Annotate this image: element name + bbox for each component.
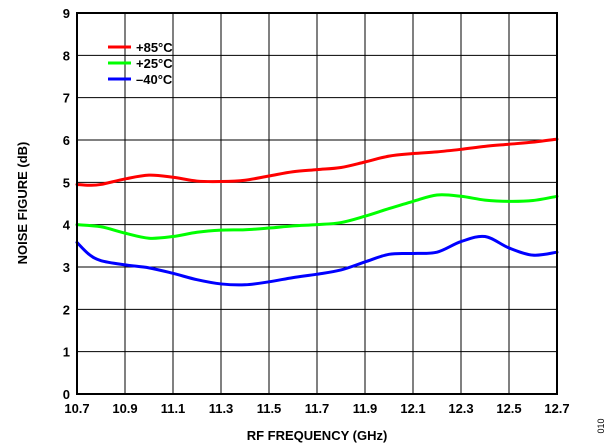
figure-id: 010 xyxy=(596,418,606,433)
series-line-plus85 xyxy=(75,137,559,187)
x-tick-label: 10.7 xyxy=(64,401,89,416)
x-tick-label: 11.5 xyxy=(257,401,282,416)
legend-label-minus40: –40°C xyxy=(136,72,173,87)
series-line-plus25 xyxy=(75,193,559,240)
x-axis-tick-labels: 10.7 10.9 11.1 11.3 11.5 11.7 11.9 12.1 12.3 12.5… xyxy=(64,401,569,416)
series-lines xyxy=(75,137,559,287)
y-axis-tick-labels: 0 1 2 3 4 5 6 7 8 9 xyxy=(63,6,71,402)
x-tick-label: 12.7 xyxy=(544,401,569,416)
x-tick-label: 11.7 xyxy=(305,401,330,416)
x-tick-label: 12.3 xyxy=(448,401,473,416)
y-tick-label: 7 xyxy=(63,91,70,106)
y-tick-label: 5 xyxy=(63,175,70,190)
plot-frame xyxy=(76,12,558,395)
x-axis-title: RF FREQUENCY (GHz) xyxy=(247,428,388,443)
y-tick-label: 2 xyxy=(63,302,70,317)
y-axis-title: NOISE FIGURE (dB) xyxy=(15,142,30,265)
legend-label-plus85: +85°C xyxy=(136,40,173,55)
x-tick-label: 11.1 xyxy=(161,401,186,416)
y-tick-label: 0 xyxy=(63,387,70,402)
y-tick-label: 9 xyxy=(63,6,70,21)
y-tick-label: 8 xyxy=(63,48,70,63)
x-tick-label: 12.1 xyxy=(400,401,425,416)
x-tick-label: 12.5 xyxy=(496,401,521,416)
y-tick-label: 4 xyxy=(63,218,71,233)
legend-label-plus25: +25°C xyxy=(136,56,173,71)
y-tick-label: 6 xyxy=(63,133,70,148)
x-tick-label: 10.9 xyxy=(112,401,137,416)
series-line-minus40 xyxy=(75,234,559,287)
x-tick-label: 11.3 xyxy=(209,401,234,416)
x-tick-label: 11.9 xyxy=(353,401,378,416)
legend: +85°C +25°C –40°C xyxy=(108,40,173,87)
y-tick-label: 3 xyxy=(63,260,70,275)
grid-lines xyxy=(77,13,557,394)
y-tick-label: 1 xyxy=(63,345,70,360)
